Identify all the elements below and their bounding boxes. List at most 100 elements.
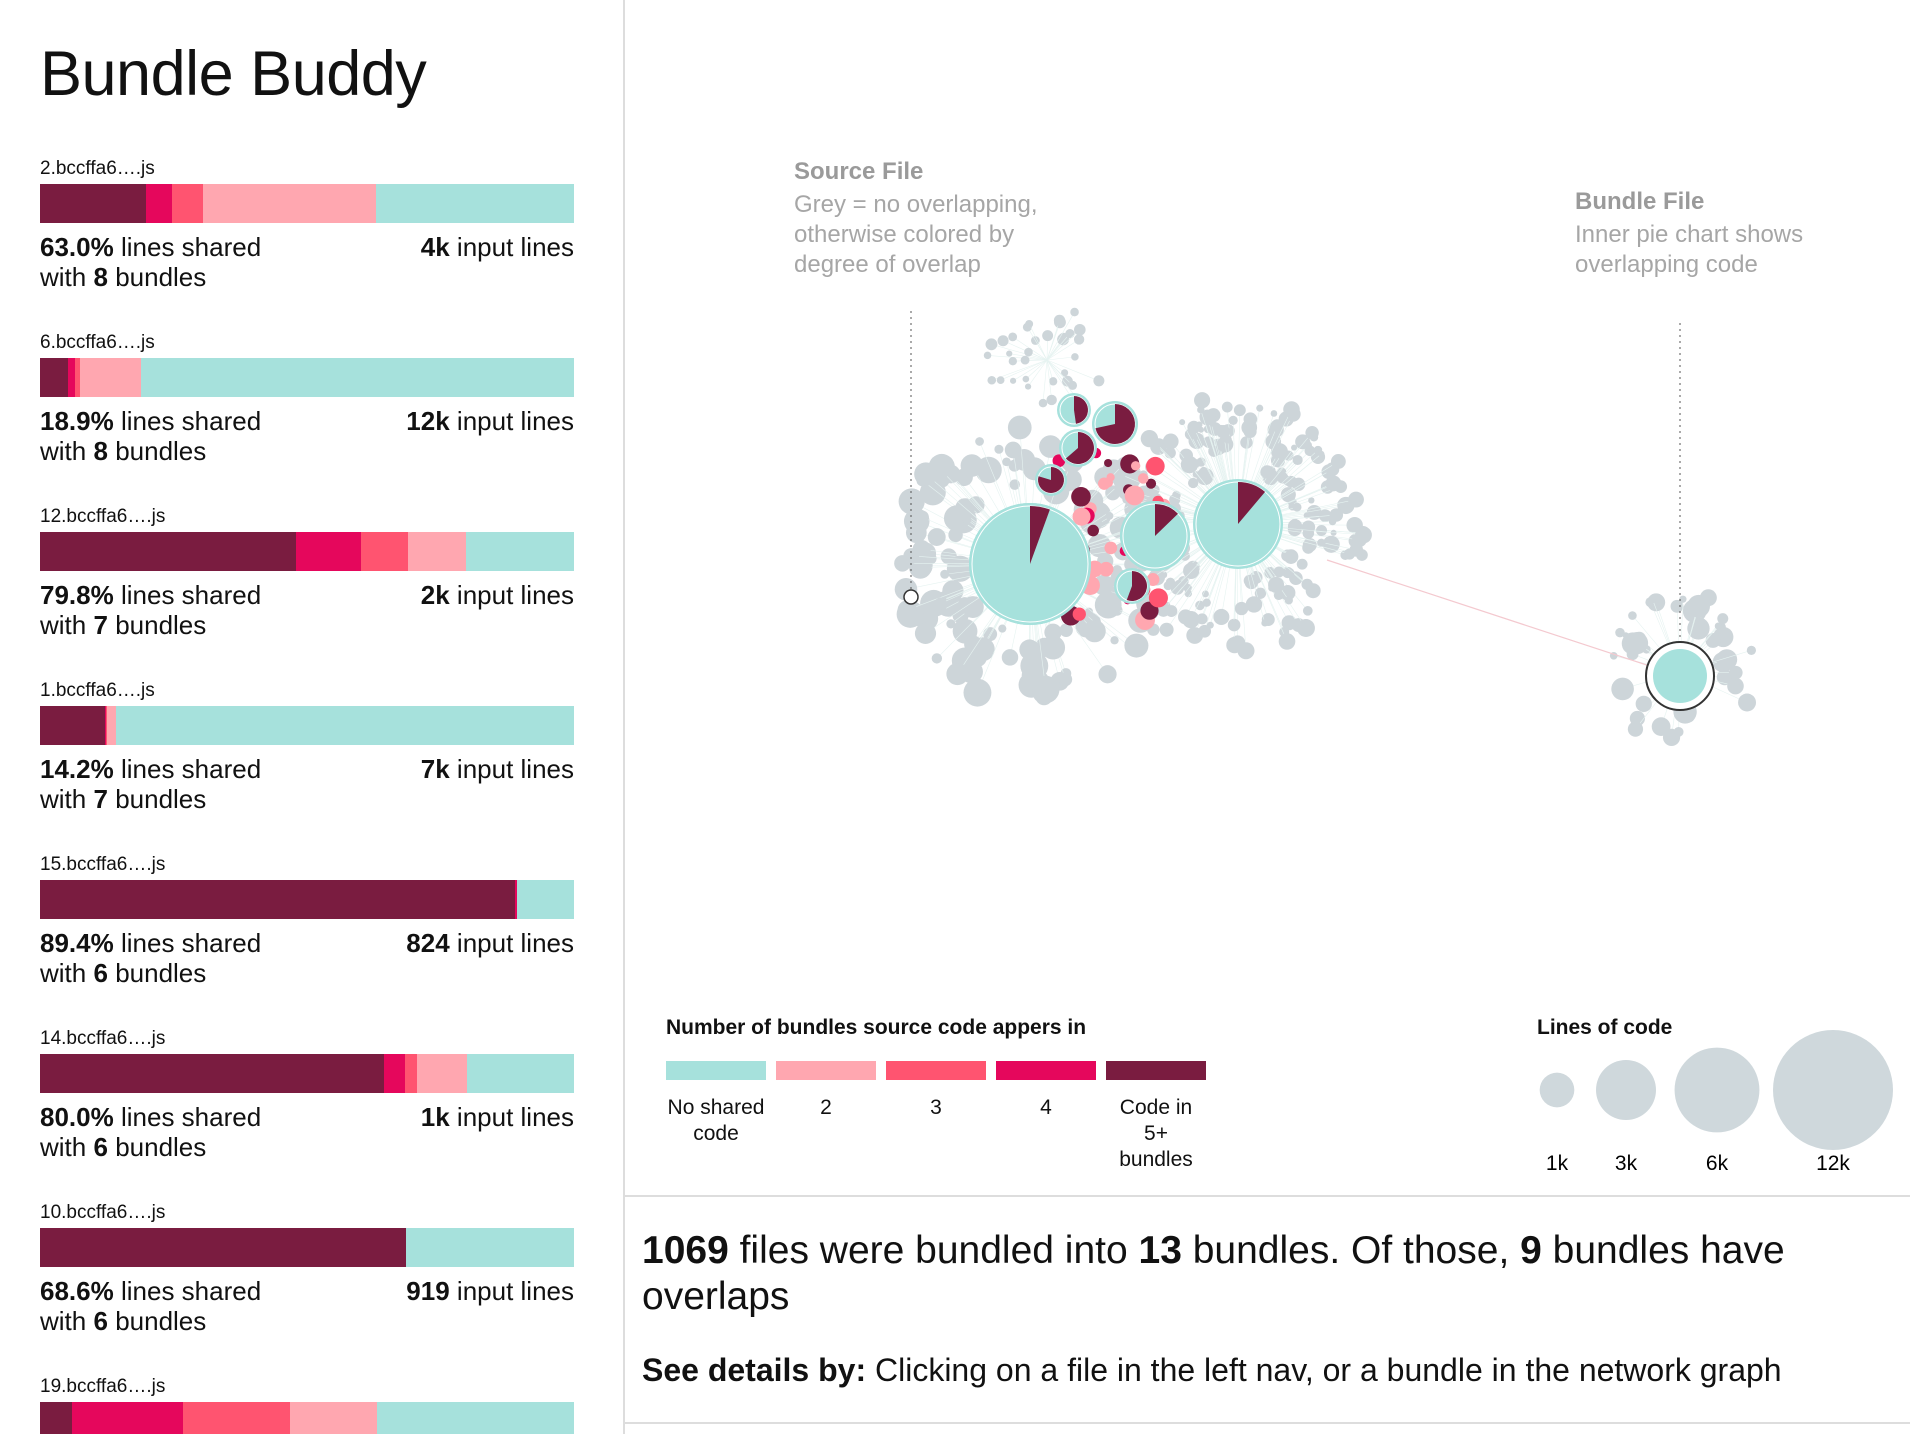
source-node — [985, 338, 998, 351]
bar-segment — [107, 706, 116, 745]
source-node — [1008, 332, 1018, 342]
source-node — [1197, 406, 1205, 414]
source-node — [1705, 633, 1721, 648]
source-node — [934, 597, 947, 610]
label: lines shared — [120, 754, 262, 784]
label: bundles — [115, 958, 207, 988]
file-item[interactable]: 2.bccffa6….js 63.0% lines shared 4k input … — [40, 158, 574, 292]
source-node — [1070, 307, 1079, 317]
source-node — [1728, 665, 1743, 680]
file-name: 19.bccffa6….js — [40, 1376, 166, 1397]
source-node — [1292, 502, 1302, 512]
label: lines shared — [120, 1276, 262, 1306]
source-node — [1195, 600, 1205, 611]
source-node — [1302, 527, 1315, 539]
source-node — [1268, 576, 1285, 593]
bar-segment — [376, 184, 574, 223]
bundle-count: 8 — [93, 436, 108, 466]
legend-label: Code in 5+ bundles — [1119, 1096, 1193, 1171]
size-legend: 1k 3k 6k 12k — [1539, 1030, 1893, 1175]
file-item[interactable]: 6.bccffa6….js 18.9% lines shared 12k input… — [40, 332, 574, 466]
edge — [987, 355, 1048, 361]
pie-wedge — [1038, 467, 1064, 493]
source-node — [915, 510, 929, 524]
file-item[interactable]: 10.bccffa6….js 68.6% lines shared 919 inpu… — [40, 1202, 574, 1336]
source-node — [1009, 377, 1017, 384]
source-node — [1330, 529, 1337, 536]
source-node — [1065, 328, 1075, 339]
source-node — [1305, 425, 1319, 440]
source-node — [1093, 375, 1105, 387]
network-graph[interactable] — [627, 0, 1910, 1000]
legend-title: Lines of code — [1537, 1016, 1673, 1039]
bar-segment — [40, 1402, 72, 1434]
file-name: 10.bccffa6….js — [40, 1202, 166, 1223]
summary: 1069 files were bundled into 13 bundles.… — [642, 1228, 1872, 1320]
label: bundles — [115, 610, 207, 640]
overlap-bar — [40, 706, 574, 745]
bar-segment — [416, 1054, 468, 1093]
source-node — [1110, 636, 1119, 645]
file-item[interactable]: 12.bccffa6….js 79.8% lines shared 2k input… — [40, 506, 574, 640]
input-lines: 12k — [406, 406, 450, 436]
bar-segment — [515, 880, 518, 919]
bar-segment — [67, 358, 75, 397]
label: with — [40, 610, 87, 640]
source-node — [1148, 588, 1168, 608]
source-node — [1213, 608, 1230, 625]
source-node — [1635, 695, 1652, 712]
source-node — [1126, 489, 1138, 501]
source-node — [1175, 579, 1182, 587]
bar-segment — [71, 1402, 183, 1434]
source-node — [1165, 605, 1178, 618]
input-text: 7k input lines — [421, 754, 574, 784]
input-text: 919 input lines — [406, 1276, 574, 1306]
stats-line: 68.6% lines shared 919 input lines — [40, 1276, 574, 1306]
source-node — [1344, 548, 1356, 560]
bundle-count: 6 — [93, 1306, 108, 1336]
source-node — [948, 527, 963, 543]
input-lines: 919 — [406, 1276, 450, 1306]
overlap-bar — [40, 358, 574, 397]
input-lines: 7k — [420, 754, 450, 784]
details-text: Clicking on a file in the left nav, or a… — [874, 1352, 1782, 1388]
size-circle — [1674, 1047, 1760, 1133]
file-item[interactable]: 14.bccffa6….js 80.0% lines shared 1k input… — [40, 1028, 574, 1162]
source-node — [1165, 577, 1176, 587]
shared-text: 63.0% lines shared — [40, 232, 261, 262]
size-label: 1k — [1546, 1152, 1569, 1175]
source-node — [1061, 369, 1069, 377]
source-node — [1625, 631, 1649, 655]
label: with — [40, 436, 87, 466]
file-item[interactable]: 15.bccffa6….js 89.4% lines shared 824 inpu… — [40, 854, 574, 988]
overlap-bar — [40, 184, 574, 223]
file-item[interactable]: 19.bccffa6….js — [40, 1376, 574, 1434]
source-node — [1292, 477, 1306, 491]
source-node — [897, 600, 917, 620]
source-node — [998, 624, 1007, 633]
shared-text: 89.4% lines shared — [40, 928, 261, 958]
source-node — [1303, 512, 1310, 519]
annotation-text: Grey = no overlapping, otherwise colored… — [794, 191, 1038, 278]
legend-swatch — [1106, 1061, 1206, 1080]
source-node — [961, 596, 984, 618]
edge — [1000, 359, 1048, 381]
shared-pct: 79.8% — [40, 580, 114, 610]
bar-segment — [140, 358, 574, 397]
summary-part: 13 — [1138, 1229, 1182, 1272]
bar-segment — [40, 1228, 407, 1267]
annotation-title: Source File — [794, 158, 924, 185]
source-node — [1140, 429, 1159, 448]
source-node — [1243, 424, 1257, 438]
file-item[interactable]: 1.bccffa6….js 14.2% lines shared 7k input … — [40, 680, 574, 814]
source-node — [1318, 450, 1325, 457]
legend-title: Number of bundles source code appers in — [666, 1016, 1087, 1039]
source-node — [1001, 649, 1019, 666]
stats-line: with 6 bundles — [40, 958, 574, 988]
source-node — [1291, 444, 1298, 451]
source-node — [1348, 491, 1364, 508]
divider — [625, 1422, 1910, 1424]
source-node — [946, 619, 956, 629]
edge — [1046, 311, 1075, 361]
shared-text: 80.0% lines shared — [40, 1102, 261, 1132]
